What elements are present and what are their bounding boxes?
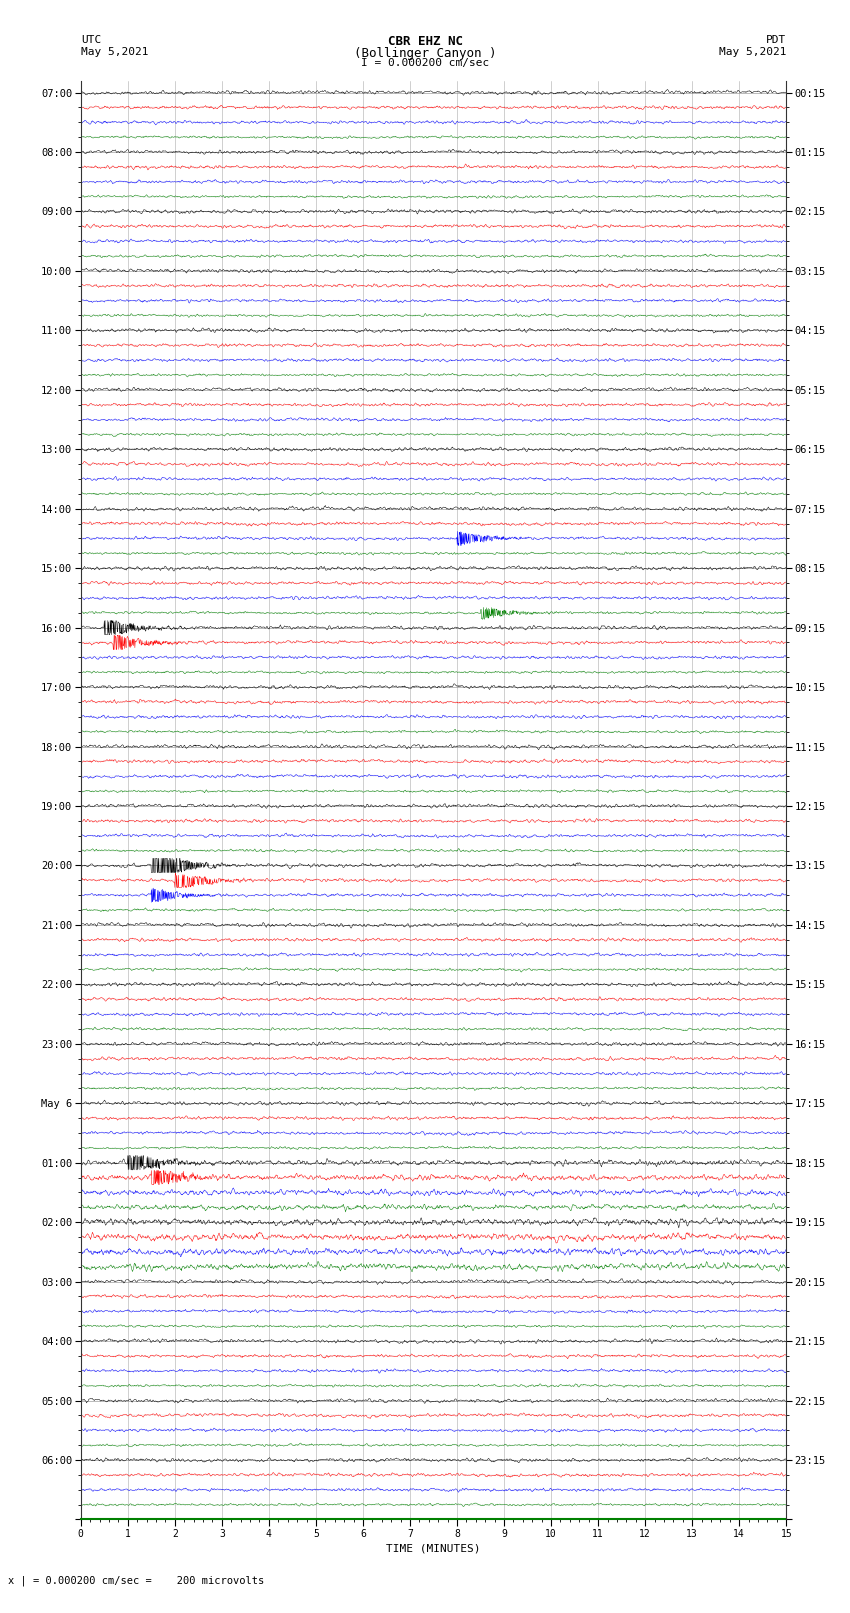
Text: May 5,2021: May 5,2021 [719,47,786,56]
Text: I = 0.000200 cm/sec: I = 0.000200 cm/sec [361,58,489,68]
Text: PDT: PDT [766,35,786,45]
Text: CBR EHZ NC: CBR EHZ NC [388,35,462,48]
Text: May 5,2021: May 5,2021 [81,47,148,56]
Text: x | = 0.000200 cm/sec =    200 microvolts: x | = 0.000200 cm/sec = 200 microvolts [8,1576,264,1587]
Text: UTC: UTC [81,35,101,45]
X-axis label: TIME (MINUTES): TIME (MINUTES) [386,1544,481,1553]
Text: (Bollinger Canyon ): (Bollinger Canyon ) [354,47,496,60]
